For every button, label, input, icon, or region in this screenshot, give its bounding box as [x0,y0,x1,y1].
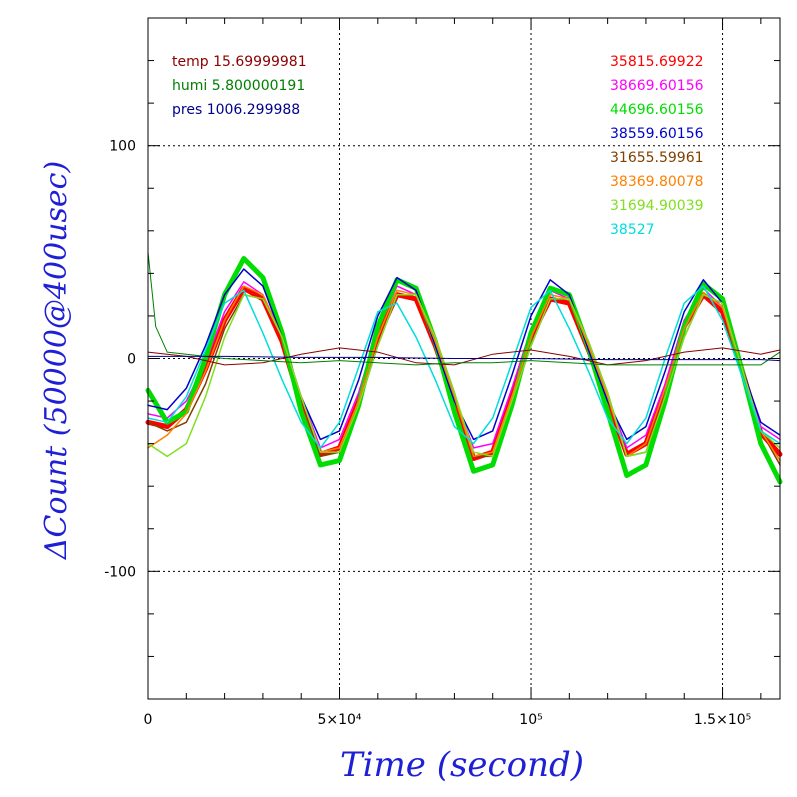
series-line-31694-90039 [147,293,781,458]
tick-labels: 0 5×10⁴ 10⁵ 1.5×10⁵ 100 0 -100 [104,139,751,728]
series-line-38527 [147,285,781,449]
series-lines [145,251,783,485]
series-legend-entry: 38669.60156 [610,78,704,94]
series-line-temp [147,347,781,366]
x-axis-title: Time (second) [340,745,584,785]
x-tick-label: 1.5×10⁵ [694,712,751,728]
series-legend-entry: 38559.60156 [610,126,704,142]
y-tick-label: -100 [104,564,136,580]
series-line-pres [147,355,781,362]
env-legend-entry: pres 1006.299988 [172,102,300,118]
legend: temp 15.69999981 humi 5.800000191 pres 100… [172,54,704,238]
y-tick-label: 100 [109,139,136,155]
series-legend-entry: 31655.59961 [610,150,704,166]
y-tick-label: 0 [127,352,136,368]
series-legend-entry: 38527 [610,222,655,238]
series-line-44696-60156 [145,256,783,485]
x-tick-label: 5×10⁴ [317,712,361,728]
series-line-38369-80078 [147,285,781,462]
series-legend-entry: 44696.60156 [610,102,704,118]
series-legend-entry: 35815.69922 [610,54,704,70]
y-axis-title: ΔCount (50000@400usec) [39,161,74,560]
env-legend-entry: humi 5.800000191 [172,78,305,94]
x-tick-label: 0 [144,712,153,728]
x-tick-label: 10⁵ [519,712,542,728]
tick-marks [147,17,780,700]
env-legend-entry: temp 15.69999981 [172,54,307,70]
series-line-35815-69922 [145,285,783,461]
series-legend-entry: 38369.80078 [610,174,704,190]
series-legend-entry: 31694.90039 [610,198,704,214]
series-line-humi [147,251,781,366]
